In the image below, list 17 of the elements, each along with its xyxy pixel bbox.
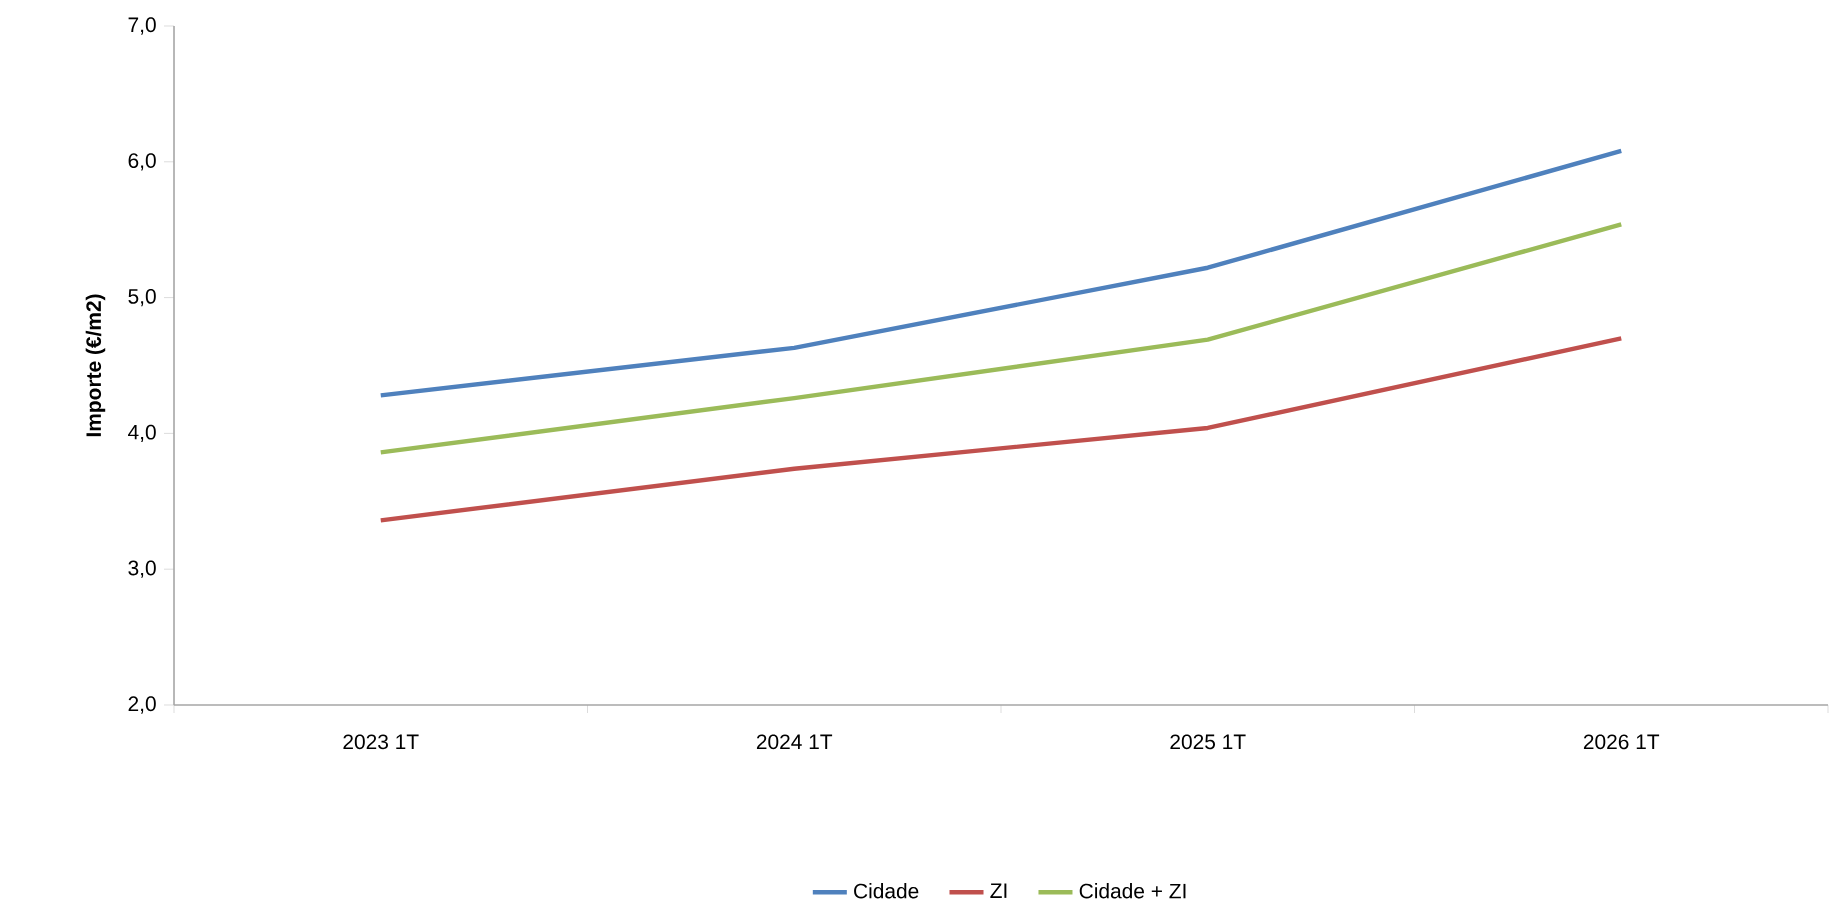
line-series [378,221,1624,455]
y-tick-label: 6,0 [128,152,156,171]
y-tick-label: 5,0 [128,288,156,307]
x-tick-label: 2026 1T [1583,734,1660,749]
line-series [378,335,1624,523]
legend-label: Cidade [854,882,919,899]
y-tick-label: 2,0 [128,696,156,714]
legend-label: ZI [990,883,1007,898]
line-series [378,148,1624,398]
y-tick-label: 3,0 [128,560,156,578]
x-tick-label: 2023 1T [343,734,419,749]
x-tick-label: 2024 1T [756,734,833,749]
legend-label: Cidade + ZI [1079,882,1186,899]
y-axis-title: Importe (€/m2) [85,294,106,436]
y-tick-label: 7,0 [128,17,156,35]
x-tick-label: 2025 1T [1170,734,1246,749]
y-tick-label: 4,0 [128,424,156,442]
